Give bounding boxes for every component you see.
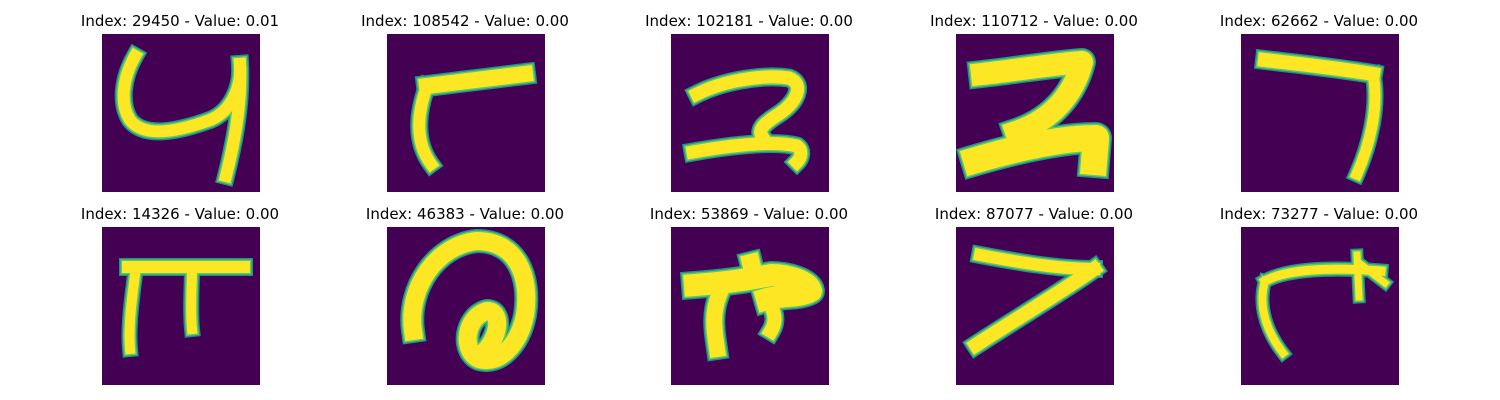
panel-title: Index: 14326 - Value: 0.00: [80, 205, 280, 223]
stroke-core: [218, 57, 247, 184]
stroke-core: [1258, 276, 1289, 359]
stroke-core: [966, 259, 1104, 355]
image-background: [387, 34, 545, 192]
stroke-core: [683, 264, 822, 313]
panel-title: Index: 29450 - Value: 0.01: [80, 12, 280, 30]
image-background: [671, 34, 829, 192]
panel-title: Index: 62662 - Value: 0.00: [1219, 12, 1419, 30]
stroke-core: [1257, 52, 1382, 83]
stroke-core: [706, 284, 730, 359]
stroke-core: [1354, 258, 1390, 288]
digit-image-panel: [387, 227, 545, 385]
digit-image: [102, 227, 260, 385]
stroke-core: [1349, 67, 1381, 182]
digit-image-panel: [387, 34, 545, 192]
digit-image-panel: [1241, 227, 1399, 385]
panel-title: Index: 53869 - Value: 0.00: [649, 205, 849, 223]
panel-title: Index: 108542 - Value: 0.00: [361, 12, 569, 30]
stroke-core: [685, 137, 808, 172]
stroke-core: [186, 261, 198, 335]
panel-title: Index: 110712 - Value: 0.00: [930, 12, 1138, 30]
digit-image: [387, 34, 545, 192]
digit-image-panel: [102, 34, 260, 192]
stroke-core: [413, 78, 440, 173]
stroke-core: [969, 51, 1093, 146]
digit-image: [956, 34, 1114, 192]
digit-image: [671, 34, 829, 192]
stroke-core: [740, 252, 766, 290]
stroke-core: [757, 289, 782, 341]
panel-title: Index: 73277 - Value: 0.00: [1219, 205, 1419, 223]
stroke-core: [418, 65, 534, 95]
digit-image: [1241, 227, 1399, 385]
digit-image-panel: [1241, 34, 1399, 192]
digit-image: [1241, 34, 1399, 192]
digit-image-panel: [956, 227, 1114, 385]
digit-image: [387, 227, 545, 385]
stroke-core: [117, 47, 247, 138]
panel-title: Index: 102181 - Value: 0.00: [645, 12, 853, 30]
stroke-core: [403, 232, 536, 370]
digit-image: [671, 227, 829, 385]
digit-image-panel: [956, 34, 1114, 192]
digit-image-panel: [671, 34, 829, 192]
digit-image: [102, 34, 260, 192]
stroke-core: [688, 70, 805, 148]
stroke-core: [959, 125, 1109, 177]
digit-image-panel: [102, 227, 260, 385]
digit-image: [956, 227, 1114, 385]
panel-title: Index: 46383 - Value: 0.00: [365, 205, 565, 223]
panel-title: Index: 87077 - Value: 0.00: [934, 205, 1134, 223]
stroke-core: [972, 247, 1101, 276]
stroke-core: [124, 261, 142, 355]
digit-image-panel: [671, 227, 829, 385]
